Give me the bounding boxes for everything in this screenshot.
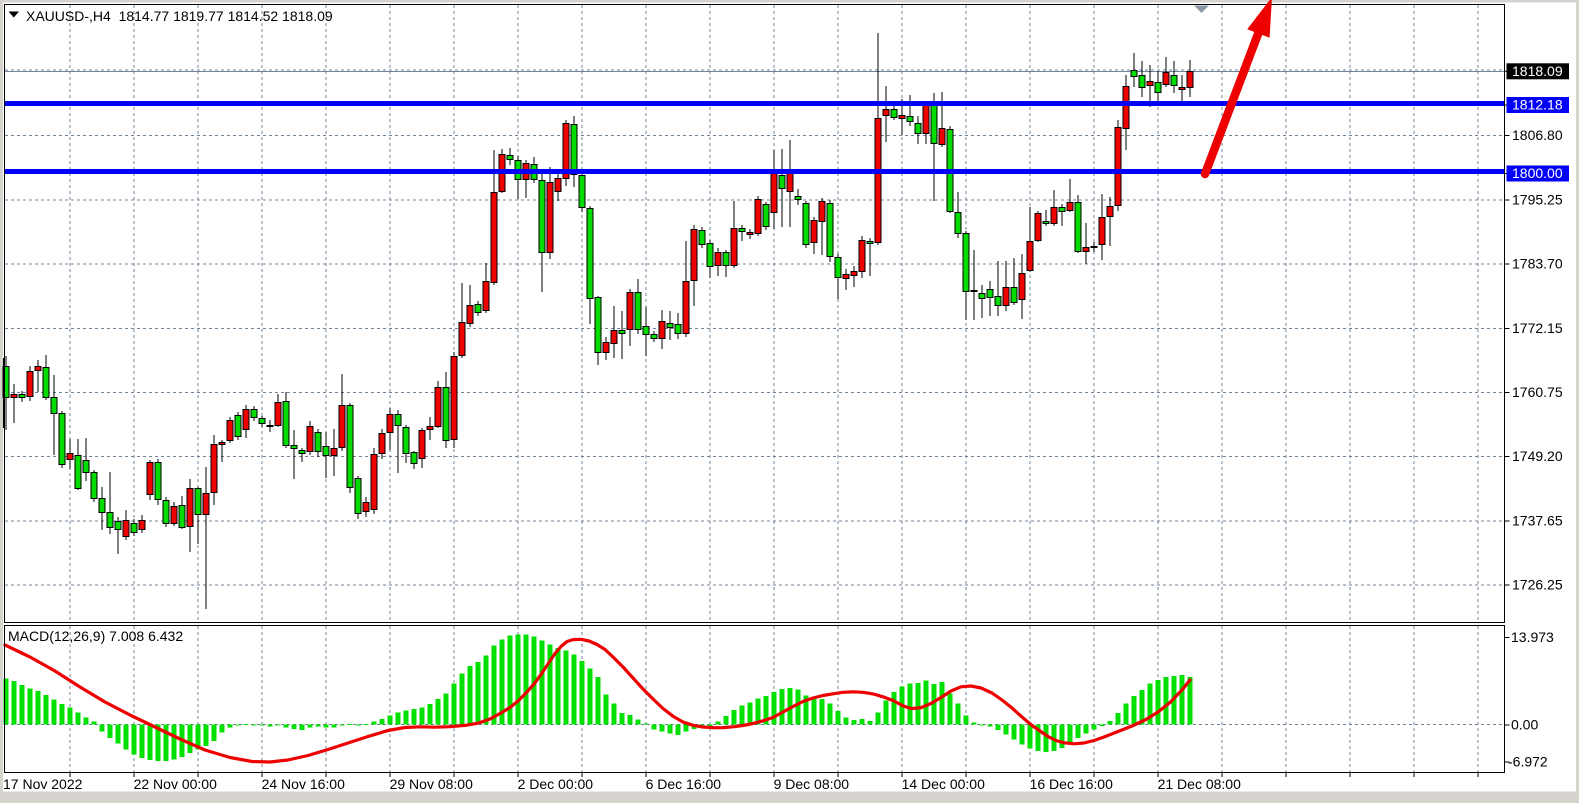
svg-text:2 Dec 00:00: 2 Dec 00:00 xyxy=(518,776,594,792)
svg-text:1749.20: 1749.20 xyxy=(1512,448,1563,464)
svg-text:-6.972: -6.972 xyxy=(1508,753,1548,769)
svg-text:1795.25: 1795.25 xyxy=(1512,191,1563,207)
svg-text:1783.70: 1783.70 xyxy=(1512,256,1563,272)
svg-text:9 Dec 08:00: 9 Dec 08:00 xyxy=(774,776,850,792)
svg-text:24 Nov 16:00: 24 Nov 16:00 xyxy=(262,776,345,792)
svg-text:13.973: 13.973 xyxy=(1511,629,1554,645)
svg-text:22 Nov 00:00: 22 Nov 00:00 xyxy=(134,776,217,792)
svg-text:17 Nov 2022: 17 Nov 2022 xyxy=(3,776,83,792)
svg-text:0.00: 0.00 xyxy=(1511,716,1538,732)
svg-text:1726.25: 1726.25 xyxy=(1512,577,1563,593)
svg-text:14 Dec 00:00: 14 Dec 00:00 xyxy=(902,776,985,792)
svg-text:1760.75: 1760.75 xyxy=(1512,384,1563,400)
svg-text:6 Dec 16:00: 6 Dec 16:00 xyxy=(646,776,722,792)
svg-text:16 Dec 16:00: 16 Dec 16:00 xyxy=(1030,776,1113,792)
svg-text:1812.18: 1812.18 xyxy=(1512,97,1563,113)
svg-text:1800.00: 1800.00 xyxy=(1512,165,1563,181)
svg-text:1806.80: 1806.80 xyxy=(1512,127,1563,143)
svg-text:1737.65: 1737.65 xyxy=(1512,512,1563,528)
svg-text:29 Nov 08:00: 29 Nov 08:00 xyxy=(390,776,473,792)
svg-text:1818.09: 1818.09 xyxy=(1512,63,1563,79)
svg-text:XAUUSD-,H4 1814.77 1819.77 18: XAUUSD-,H4 1814.77 1819.77 1814.52 1818.… xyxy=(26,8,333,24)
svg-text:1772.15: 1772.15 xyxy=(1512,320,1563,336)
svg-text:21 Dec 08:00: 21 Dec 08:00 xyxy=(1158,776,1241,792)
svg-text:MACD(12,26,9) 7.008 6.432: MACD(12,26,9) 7.008 6.432 xyxy=(8,628,183,644)
